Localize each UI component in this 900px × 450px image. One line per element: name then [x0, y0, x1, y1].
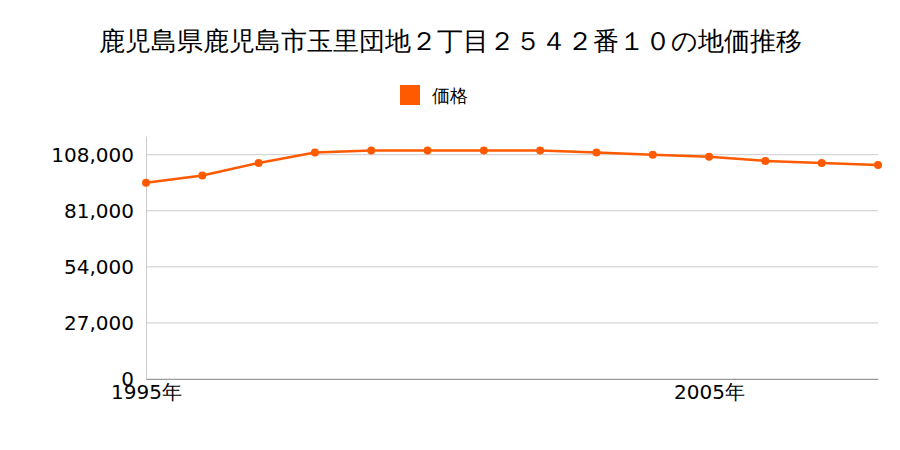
- data-layer: [142, 147, 882, 187]
- x-axis: 1995年 2005年: [111, 379, 878, 404]
- line: [146, 151, 878, 183]
- y-tick: 108,000: [51, 143, 146, 167]
- title: 鹿児島県鹿児島市玉里団地２丁目２５４２番１０の地価推移: [99, 26, 802, 56]
- marker: [536, 147, 544, 155]
- chart-svg: 鹿児島県鹿児島市玉里団地２丁目２５４２番１０の地価推移価格027,00054,0…: [0, 0, 900, 450]
- y-tick: 27,000: [64, 311, 146, 335]
- grid-line: [146, 379, 878, 380]
- marker: [649, 151, 657, 159]
- marker: [874, 161, 882, 169]
- marker: [198, 171, 206, 179]
- x-tick-label: 2005年: [674, 380, 745, 404]
- y-tick: 54,000: [64, 255, 146, 279]
- x-tick-label: 1995年: [111, 380, 182, 404]
- grid-line: [146, 266, 878, 267]
- y-axis-line: [146, 137, 147, 380]
- marker: [311, 149, 319, 157]
- marker: [761, 157, 769, 165]
- marker: [705, 153, 713, 161]
- x-tick: 2005年: [674, 379, 745, 404]
- legend-swatch: [400, 85, 420, 105]
- y-tick-label: 27,000: [64, 311, 134, 335]
- marker: [480, 147, 488, 155]
- plot-area: 027,00054,00081,000108,0001995年2005年: [51, 137, 882, 405]
- legend-label: 価格: [432, 85, 468, 106]
- grid-line: [146, 210, 878, 211]
- x-tick: 1995年: [111, 379, 182, 404]
- marker: [255, 159, 263, 167]
- y-axis: 027,00054,00081,000108,000: [51, 137, 146, 391]
- marker: [592, 149, 600, 157]
- y-tick-label: 81,000: [64, 199, 134, 223]
- y-tick: 81,000: [64, 199, 146, 223]
- chart-container: 鹿児島県鹿児島市玉里団地２丁目２５４２番１０の地価推移価格027,00054,0…: [0, 0, 900, 450]
- grid-line: [146, 322, 878, 323]
- grid-line: [146, 154, 878, 155]
- marker: [367, 147, 375, 155]
- legend: 価格: [400, 85, 468, 106]
- y-tick-label: 108,000: [51, 143, 134, 167]
- marker: [142, 179, 150, 187]
- x-axis-line: [147, 379, 879, 380]
- marker: [424, 147, 432, 155]
- y-tick-label: 54,000: [64, 255, 134, 279]
- grid: [146, 155, 878, 379]
- marker: [818, 159, 826, 167]
